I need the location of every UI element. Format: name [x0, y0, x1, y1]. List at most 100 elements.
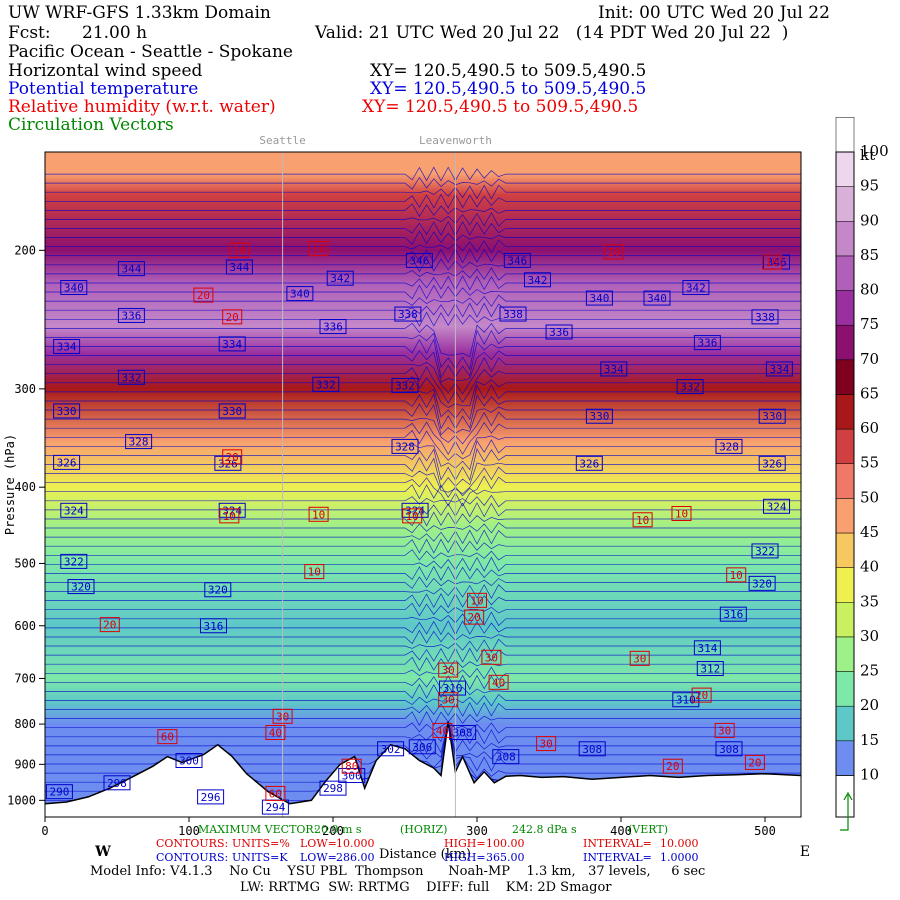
theta-contour	[45, 456, 801, 489]
theta-label: 298	[103, 775, 131, 791]
theta-label-box	[763, 498, 791, 514]
rh-label: 20	[222, 449, 243, 465]
colorbar-segment	[835, 186, 855, 222]
rh-contours-low-label: LOW=	[300, 837, 337, 850]
colorbar-label: 95	[860, 177, 879, 195]
theta-contour	[45, 721, 801, 734]
theta-label-box	[758, 455, 786, 471]
colorbar-label: 20	[860, 696, 879, 714]
model-info-physics: LW: RRTMG SW: RRTMG DIFF: full KM: 2D Sm…	[240, 880, 612, 895]
rh-label-text: 40	[436, 724, 449, 737]
theta-contour	[45, 284, 801, 300]
theta-label-box	[117, 307, 145, 323]
theta-label: 324	[60, 502, 88, 518]
max-vector-horiz: 20.9 m s	[314, 823, 362, 836]
colorbar-segment	[835, 532, 855, 568]
theta-contour	[45, 257, 801, 273]
rh-label-box	[632, 512, 653, 528]
rh-label-box	[99, 617, 120, 633]
theta-label-box	[53, 338, 81, 354]
rh-label-text: 30	[485, 651, 498, 664]
y-tick-label: 200	[14, 243, 36, 257]
theta-label-text: 342	[330, 272, 350, 285]
rh-label-text: 40	[269, 727, 282, 740]
rh-label-text: 30	[718, 724, 731, 737]
theta-label-text: 324	[405, 504, 425, 517]
theta-contour	[45, 338, 801, 379]
rh-label: 40	[265, 725, 286, 741]
theta-contour	[45, 211, 801, 227]
theta-label-box	[575, 455, 603, 471]
theta-contour	[45, 484, 801, 500]
theta-label: 332	[312, 376, 340, 392]
theta-label-box	[218, 502, 246, 518]
theta-contour	[45, 302, 801, 318]
rh-label-box	[481, 649, 502, 665]
region-label: Pacific Ocean - Seattle - Spokane	[8, 42, 293, 62]
theta-label: 312	[696, 661, 724, 677]
theta-label: 336	[117, 307, 145, 323]
rh-label-text: 10	[312, 243, 325, 256]
colorbar-unit: kt	[860, 146, 875, 164]
theta-contour	[45, 711, 801, 727]
theta-contour	[45, 439, 801, 471]
rh-label: 20	[99, 617, 120, 633]
theta-label-text: 310	[676, 694, 696, 707]
rh-label-text: 20	[467, 611, 480, 624]
field-wind-label: Horizontal wind speed	[8, 61, 203, 81]
theta-label-box	[449, 725, 477, 741]
theta-label: 344	[117, 261, 145, 277]
colorbar-segment	[835, 359, 855, 395]
theta-contour	[45, 576, 801, 589]
rh-label-box	[229, 242, 250, 258]
field-rh-label: Relative humidity (w.r.t. water)	[8, 97, 276, 117]
rh-label-box	[219, 508, 240, 524]
rh-label: 10	[219, 508, 240, 524]
y-tick-label: 500	[14, 556, 36, 570]
rh-contours-high-label: HIGH=	[444, 837, 486, 850]
rh-label-text: 20	[226, 311, 239, 324]
theta-contour	[45, 593, 801, 609]
y-axis-title: Pressure (hPa)	[3, 434, 17, 535]
theta-contours-low: 286.00	[336, 851, 375, 864]
rh-label-box	[265, 785, 286, 801]
theta-contours-high: 365.00	[486, 851, 525, 864]
theta-label: 316	[719, 606, 747, 622]
theta-label-text: 344	[229, 261, 249, 274]
theta-label-text: 340	[64, 282, 84, 295]
rh-contours-low: 10.000	[336, 837, 375, 850]
rh-label-box	[662, 758, 683, 774]
theta-label: 344	[225, 259, 253, 275]
theta-label-box	[748, 575, 776, 591]
theta-label: 324	[218, 502, 246, 518]
max-vector-label: MAXIMUM VECTOR:	[198, 823, 318, 836]
theta-label-box	[600, 361, 628, 377]
theta-contour	[45, 602, 801, 617]
theta-label-box	[125, 434, 153, 450]
x-tick-label: 300	[466, 824, 488, 838]
theta-label-box	[391, 438, 419, 454]
theta-label: 320	[204, 582, 232, 598]
rh-contours-label: CONTOURS:	[156, 837, 229, 850]
theta-label: 340	[60, 280, 88, 296]
theta-label-box	[401, 502, 429, 518]
rh-label-text: 10	[233, 244, 246, 257]
theta-label-text: 290	[49, 786, 69, 799]
colorbar-segment	[835, 636, 855, 672]
theta-contour	[45, 693, 801, 707]
theta-label: 338	[499, 306, 527, 322]
colorbar-label: 30	[860, 627, 879, 645]
rh-label-text: 20	[226, 451, 239, 464]
theta-label-box	[199, 618, 227, 634]
rh-label-text: 10	[636, 514, 649, 527]
theta-contours-low-label: LOW=	[300, 851, 337, 864]
colorbar: 10 15 20 25 30 35 40 45 50 55 60 65 70 75 80 85 90 95 100k…	[835, 117, 889, 831]
rh-label-box	[222, 449, 243, 465]
theta-contour	[45, 248, 801, 264]
theta-contour	[45, 294, 801, 308]
rh-label-box	[308, 241, 329, 257]
x-tick-label: 100	[178, 824, 200, 838]
theta-label-box	[218, 336, 246, 352]
colorbar-label: 55	[860, 454, 879, 472]
field-vectors-label: Circulation Vectors	[8, 115, 174, 135]
